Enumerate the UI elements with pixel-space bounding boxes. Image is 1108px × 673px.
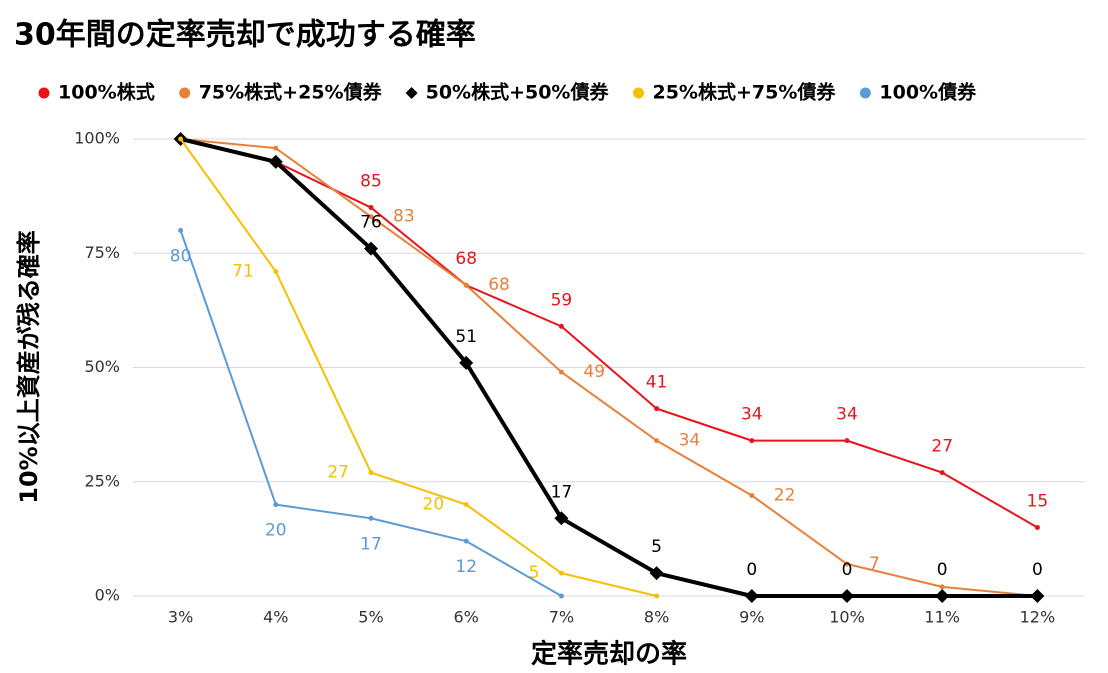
marker [1034,524,1040,530]
marker [273,502,279,508]
data-label: 68 [455,249,477,269]
data-label: 68 [488,275,510,295]
data-label: 5 [529,563,540,583]
x-tick-label: 3% [168,608,193,627]
marker [939,584,945,590]
y-axis-label: 10%以上資産が残る確率 [15,230,43,503]
marker [558,323,564,329]
marker [368,470,374,476]
data-label: 49 [583,362,605,382]
marker [368,515,374,521]
marker [463,538,469,544]
x-tick-label: 12% [1020,608,1056,627]
data-label: 7 [869,554,880,574]
data-label: 0 [937,560,948,580]
marker [273,269,279,275]
legend-label: 100%株式 [58,81,155,104]
marker [268,154,283,169]
x-tick-label: 9% [739,608,764,627]
data-label: 80 [170,246,192,266]
marker [178,227,184,233]
legend-label: 50%株式+50%債券 [426,81,610,104]
y-tick-label: 0% [95,586,120,605]
marker [649,566,664,581]
marker [368,205,374,211]
marker [459,355,474,370]
marker [1030,589,1045,603]
data-label: 59 [551,290,573,310]
data-label: 17 [360,534,382,554]
y-tick-label: 100% [74,129,120,148]
data-label: 27 [931,437,953,457]
series-line [180,138,1038,597]
data-label: 83 [393,207,415,227]
data-label: 85 [360,172,382,192]
data-label: 0 [746,560,757,580]
marker [935,589,950,603]
y-tick-label: 25% [84,471,120,490]
x-tick-label: 6% [454,608,479,627]
marker [463,282,469,288]
data-label: 17 [551,482,573,502]
marker [558,570,564,576]
data-label: 20 [423,495,445,515]
marker [463,502,469,508]
data-label: 34 [741,405,763,425]
x-tick-label: 10% [829,608,865,627]
x-axis-label: 定率売却の率 [531,639,687,670]
y-tick-label: 75% [84,243,120,262]
marker [749,438,755,444]
x-tick-label: 11% [924,608,960,627]
data-label: 27 [327,463,349,483]
legend-marker [859,87,871,99]
marker [840,589,854,603]
marker [654,438,660,444]
legend-marker [632,87,644,99]
marker [558,593,564,599]
marker [364,241,378,256]
legend-label: 25%株式+75%債券 [652,81,836,104]
marker [844,561,850,567]
marker [654,406,660,412]
data-label: 34 [679,431,701,451]
series-line [179,138,657,597]
marker [273,145,279,151]
series-line [180,138,1038,529]
data-label: 51 [455,327,477,347]
x-tick-label: 7% [549,608,574,627]
data-label: 22 [774,485,796,505]
marker [654,593,660,599]
marker [558,369,564,375]
data-label: 41 [646,373,668,393]
legend-marker [405,87,418,99]
marker [368,214,374,220]
marker [744,589,759,603]
series-line [180,137,1038,598]
y-tick-label: 50% [84,357,120,376]
marker [178,136,184,142]
data-label: 20 [265,521,287,541]
data-label: 15 [1027,491,1049,511]
marker [939,470,945,476]
legend-marker [38,87,50,99]
chart-title: 30年間の定率売却で成功する確率 [14,18,476,53]
data-label: 0 [842,560,853,580]
marker [554,511,569,526]
x-tick-label: 8% [644,608,669,627]
data-label: 0 [1032,560,1043,580]
data-label: 76 [360,213,382,233]
data-label: 71 [232,262,254,282]
marker [749,492,755,498]
x-tick-label: 4% [263,608,288,627]
data-label: 34 [836,405,858,425]
marker [844,438,850,444]
legend-label: 75%株式+25%債券 [199,81,383,104]
x-tick-label: 5% [358,608,383,627]
legend-marker [179,87,191,99]
data-label: 12 [455,557,477,577]
legend-label: 100%債券 [879,81,977,104]
data-label: 5 [651,537,662,557]
